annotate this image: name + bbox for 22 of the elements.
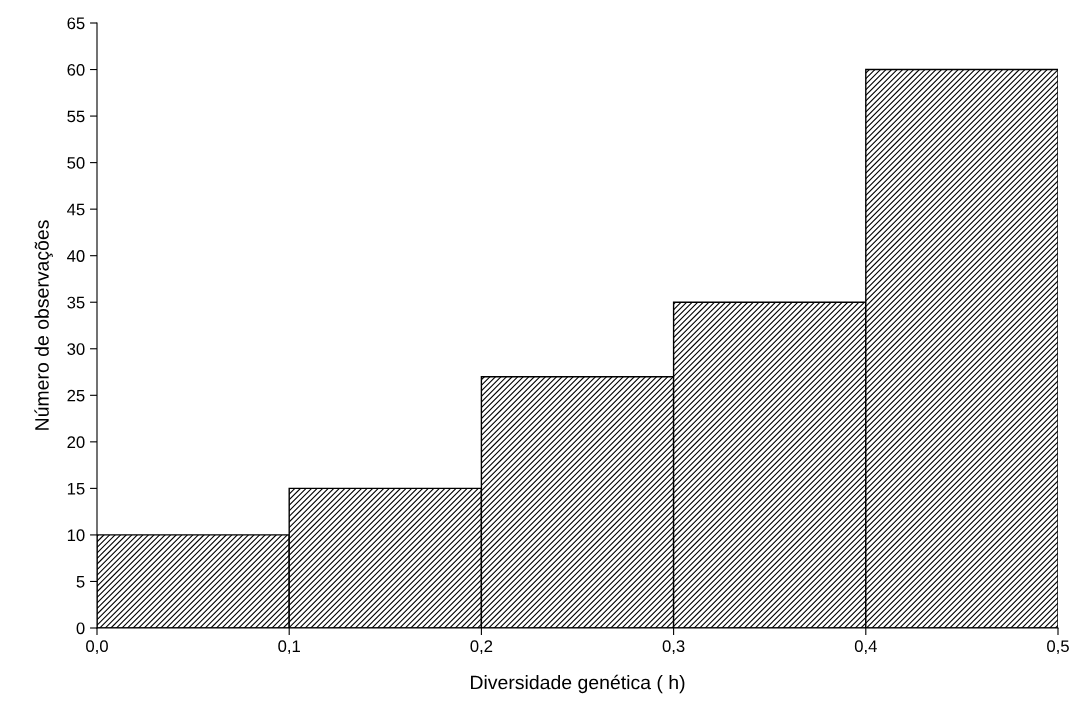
y-tick-label: 60 xyxy=(67,63,85,76)
x-axis-title: Diversidade genética ( h) xyxy=(471,674,685,694)
y-tick-label: 10 xyxy=(67,529,85,542)
y-tick-label: 55 xyxy=(67,110,85,123)
x-tick-label: 0,2 xyxy=(470,640,493,655)
y-tick-label: 30 xyxy=(67,343,85,355)
y-tick-label: 0 xyxy=(76,622,85,635)
y-tick-label: 40 xyxy=(67,250,85,262)
y-tick-label: 25 xyxy=(67,389,85,402)
x-tick-label: 0,5 xyxy=(1047,640,1069,655)
y-tick-label: 35 xyxy=(67,296,85,309)
y-tick-label: 15 xyxy=(67,482,85,495)
x-tick-label: 0,0 xyxy=(86,640,108,655)
y-tick-label: 45 xyxy=(67,203,85,216)
y-tick-label: 5 xyxy=(76,576,85,588)
y-tick-label: 65 xyxy=(67,17,85,30)
x-tick-label: 0,3 xyxy=(662,640,685,655)
y-tick-label: 20 xyxy=(67,436,85,449)
x-tick-label: 0,1 xyxy=(278,640,300,655)
y-tick-label: 50 xyxy=(67,157,85,169)
y-axis-title: Número de observações xyxy=(34,220,53,430)
x-tick-label: 0,4 xyxy=(854,640,877,655)
